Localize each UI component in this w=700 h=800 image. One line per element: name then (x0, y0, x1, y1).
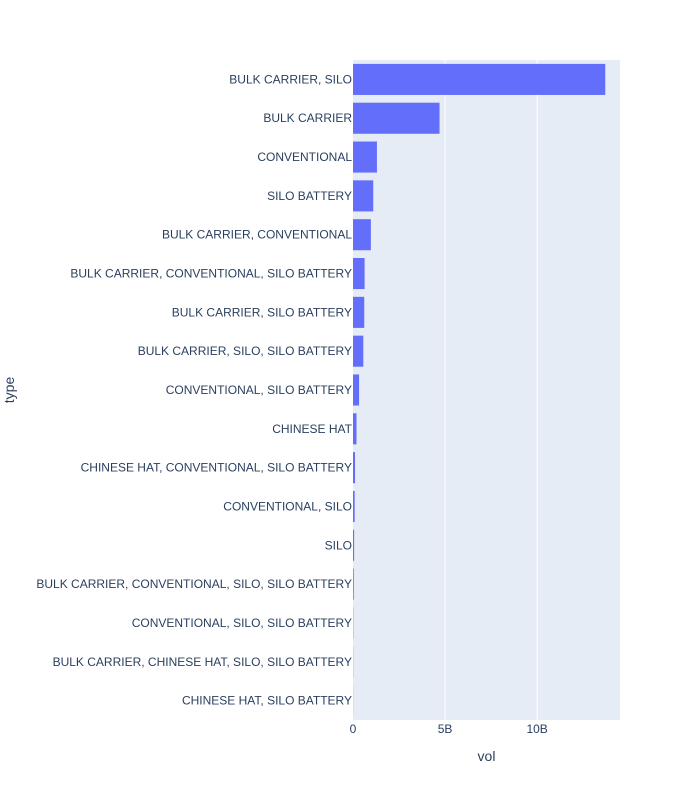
y-tick-label: BULK CARRIER, SILO BATTERY (172, 305, 352, 319)
y-tick-label: CONVENTIONAL (257, 150, 352, 164)
bar[interactable] (353, 413, 357, 445)
bars (353, 63, 606, 717)
x-tick-label: 10B (526, 722, 547, 736)
bar[interactable] (353, 568, 354, 600)
y-tick-label: CHINESE HAT (272, 422, 352, 436)
bar[interactable] (353, 219, 371, 251)
bar[interactable] (353, 258, 365, 290)
y-tick-label: BULK CARRIER, SILO (229, 72, 352, 86)
bar[interactable] (353, 374, 360, 406)
bar[interactable] (353, 529, 355, 561)
y-tick-label: CONVENTIONAL, SILO, SILO BATTERY (132, 616, 352, 630)
y-tick-label: BULK CARRIER (263, 111, 352, 125)
y-tick-label: BULK CARRIER, CHINESE HAT, SILO, SILO BA… (53, 655, 352, 669)
x-tick-label: 0 (350, 722, 357, 736)
y-tick-label: CONVENTIONAL, SILO BATTERY (166, 383, 352, 397)
y-tick-label: SILO (325, 538, 352, 552)
y-tick-label: CHINESE HAT, CONVENTIONAL, SILO BATTERY (81, 461, 352, 475)
x-tick-label: 5B (438, 722, 453, 736)
y-tick-label: BULK CARRIER, CONVENTIONAL, SILO, SILO B… (36, 577, 352, 591)
y-tick-label: BULK CARRIER, SILO, SILO BATTERY (138, 344, 352, 358)
bar[interactable] (353, 335, 364, 367)
gridlines (444, 60, 538, 720)
plot-background (353, 60, 620, 720)
y-tick-labels: BULK CARRIER, SILO BULK CARRIER CONVENTION… (36, 72, 352, 707)
y-tick-label: CONVENTIONAL, SILO (223, 499, 352, 513)
x-tick-labels: 0 5B 10B (350, 722, 548, 736)
y-tick-label: CHINESE HAT, SILO BATTERY (182, 694, 352, 708)
bar[interactable] (353, 296, 365, 328)
bar[interactable] (353, 452, 356, 484)
bar[interactable] (353, 102, 440, 134)
y-axis-title: type (1, 377, 17, 404)
bar[interactable] (353, 490, 355, 522)
y-tick-label: BULK CARRIER, CONVENTIONAL (162, 228, 352, 242)
x-axis-title: vol (478, 748, 496, 764)
bar[interactable] (353, 63, 606, 95)
y-tick-label: BULK CARRIER, CONVENTIONAL, SILO BATTERY (70, 267, 352, 281)
y-tick-label: SILO BATTERY (267, 189, 352, 203)
bar[interactable] (353, 141, 377, 173)
bar[interactable] (353, 180, 374, 212)
